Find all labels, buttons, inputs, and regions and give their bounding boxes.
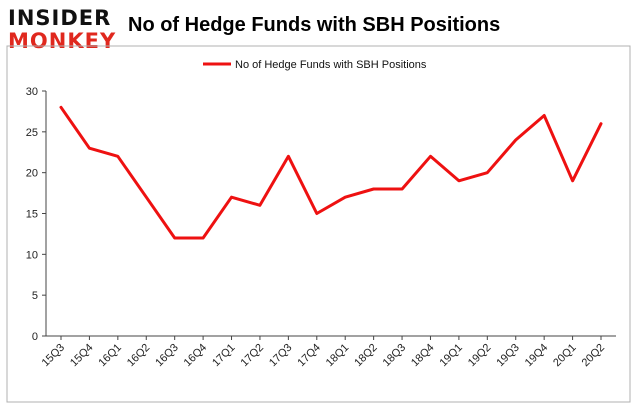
legend-label: No of Hedge Funds with SBH Positions <box>235 59 427 71</box>
y-tick-label: 15 <box>26 209 38 221</box>
x-tick-label: 17Q1 <box>210 342 238 370</box>
x-tick-label: 18Q2 <box>352 342 380 370</box>
chart-title: No of Hedge Funds with SBH Positions <box>128 14 501 36</box>
x-tick-label: 16Q3 <box>153 342 181 370</box>
x-tick-label: 17Q2 <box>239 342 267 370</box>
x-tick-label: 19Q1 <box>437 342 465 370</box>
y-tick-label: 25 <box>26 127 38 139</box>
x-tick-label: 17Q4 <box>295 342 323 370</box>
x-tick-label: 15Q3 <box>40 342 68 370</box>
x-tick-label: 16Q2 <box>125 342 153 370</box>
logo-text-monkey: MONKEY <box>8 29 117 53</box>
y-tick-label: 20 <box>26 168 38 180</box>
x-tick-label: 15Q4 <box>68 342 96 370</box>
y-tick-label: 10 <box>26 249 38 261</box>
x-tick-label: 20Q1 <box>551 342 579 370</box>
y-tick-label: 0 <box>32 331 38 343</box>
x-tick-label: 16Q1 <box>96 342 124 370</box>
x-tick-label: 17Q3 <box>267 342 295 370</box>
insider-monkey-logo: INSIDER MONKEY <box>8 6 120 54</box>
series-line <box>59 105 603 240</box>
x-tick-label: 18Q4 <box>409 342 437 370</box>
x-tick-label: 19Q2 <box>466 342 494 370</box>
x-tick-label: 16Q4 <box>182 342 210 370</box>
y-tick-label: 5 <box>32 290 38 302</box>
x-tick-label: 18Q3 <box>381 342 409 370</box>
x-tick-label: 19Q4 <box>523 342 551 370</box>
chart-frame <box>6 45 631 403</box>
x-tick-label: 19Q3 <box>494 342 522 370</box>
x-tick-label: 20Q2 <box>580 342 608 370</box>
x-tick-label: 18Q1 <box>324 342 352 370</box>
y-tick-label: 30 <box>26 86 38 98</box>
logo-text-insider: INSIDER <box>8 6 112 30</box>
